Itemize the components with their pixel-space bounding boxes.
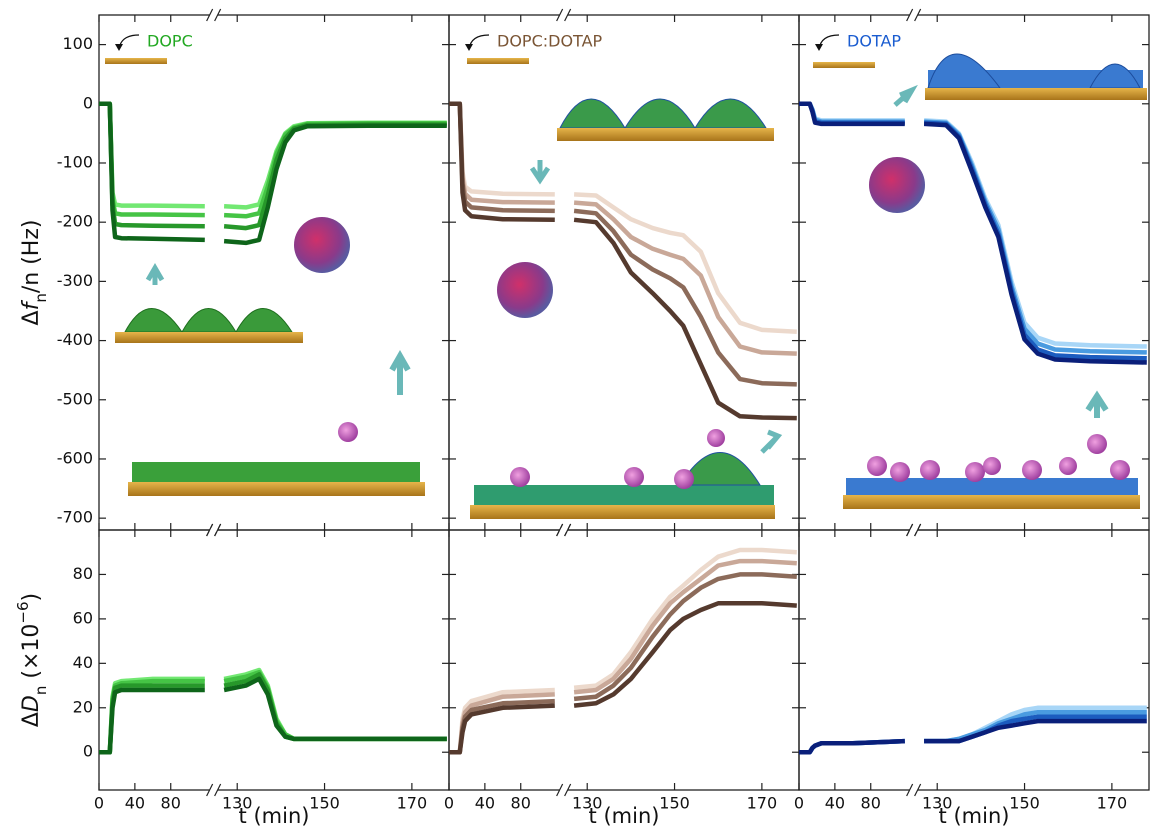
y-tick-label: -600 bbox=[57, 448, 93, 467]
y-tick-label: -300 bbox=[57, 271, 93, 290]
x-tick-label: 170 bbox=[397, 794, 428, 813]
y-axis-label-part: /n (Hz) bbox=[19, 220, 44, 294]
mixed-film bbox=[470, 429, 775, 519]
series-line bbox=[799, 104, 1147, 347]
panel-frame bbox=[449, 15, 799, 530]
x-tick-label: 0 bbox=[444, 794, 454, 813]
series-line bbox=[449, 104, 797, 385]
illustrations bbox=[105, 54, 1147, 519]
dotap-top bbox=[925, 54, 1147, 100]
panel-frame bbox=[799, 530, 1149, 790]
x-tick-label: 40 bbox=[125, 794, 145, 813]
y-tick-label: 0 bbox=[83, 93, 93, 112]
y-tick-label: 0 bbox=[83, 742, 93, 761]
series-line bbox=[99, 679, 447, 752]
label-arrow-head bbox=[115, 44, 123, 51]
x-tick-label: 150 bbox=[309, 794, 340, 813]
label-arrow-head bbox=[465, 44, 473, 51]
x-axis-label: t (min) bbox=[589, 804, 660, 828]
series-line bbox=[99, 104, 447, 228]
arrow bbox=[895, 90, 912, 105]
series-line bbox=[449, 561, 797, 752]
y-tick-label: -400 bbox=[57, 330, 93, 349]
x-tick-label: 80 bbox=[861, 794, 881, 813]
series-line bbox=[449, 550, 797, 752]
y-axis-label-part: Δ bbox=[19, 310, 44, 325]
x-axis-label: t (min) bbox=[239, 804, 310, 828]
vesicle bbox=[294, 217, 350, 273]
figure: 100 0 -100 -200 -300 -400 -500 -600 -700 DOPC Δfn/… bbox=[0, 0, 1150, 830]
y-tick-label: 80 bbox=[73, 564, 93, 583]
y-axis-label-part: n bbox=[32, 293, 50, 303]
arrow bbox=[1088, 396, 1106, 418]
y-axis-label-part: (×10 bbox=[19, 624, 44, 686]
series-line bbox=[449, 104, 797, 354]
dotap-film bbox=[843, 434, 1140, 509]
label-arrow-head bbox=[815, 44, 823, 51]
x-tick-label: 0 bbox=[794, 794, 804, 813]
dopc-domes bbox=[115, 309, 303, 344]
arrow bbox=[532, 160, 548, 180]
x-tick-label: 80 bbox=[511, 794, 531, 813]
y-axis-label-part: Δ bbox=[19, 712, 44, 727]
x-tick-label: 80 bbox=[161, 794, 181, 813]
y-tick-label: -200 bbox=[57, 212, 93, 231]
x-tick-label: 40 bbox=[475, 794, 495, 813]
label-arrow bbox=[469, 35, 489, 49]
y-axis-label-part: n bbox=[32, 686, 50, 696]
substrate-icon bbox=[467, 58, 529, 64]
dopc-film bbox=[128, 422, 425, 496]
panel-frame bbox=[99, 530, 449, 790]
y-tick-label: -100 bbox=[57, 152, 93, 171]
panel-label: DOPC bbox=[147, 32, 193, 51]
arrow bbox=[762, 432, 778, 452]
panel-label: DOPC:DOTAP bbox=[497, 32, 603, 51]
substrate-icon bbox=[813, 62, 875, 68]
y-tick-label: -500 bbox=[57, 389, 93, 408]
substrate-icon bbox=[105, 58, 167, 64]
y-axis-label: Δfn/n (Hz) bbox=[19, 220, 50, 326]
label-arrow bbox=[819, 35, 839, 49]
y-axis-label: ΔDn (×10−6) bbox=[14, 593, 50, 727]
series-line bbox=[799, 104, 1147, 353]
y-tick-label: 100 bbox=[62, 34, 93, 53]
x-axis-label: t (min) bbox=[939, 804, 1010, 828]
x-tick-label: 150 bbox=[659, 794, 690, 813]
series-line bbox=[799, 104, 1147, 363]
vesicle bbox=[869, 157, 925, 213]
mixed-domes bbox=[557, 99, 774, 141]
x-tick-label: 150 bbox=[1009, 794, 1040, 813]
y-axis-label-part: D bbox=[19, 695, 44, 712]
arrow bbox=[392, 356, 408, 395]
x-tick-label: 40 bbox=[825, 794, 845, 813]
x-tick-label: 0 bbox=[94, 794, 104, 813]
vesicle bbox=[497, 262, 553, 318]
y-axis-label-part: −6 bbox=[14, 601, 32, 623]
x-tick-label: 170 bbox=[747, 794, 778, 813]
y-axis-label-part: ) bbox=[19, 593, 44, 602]
series-line bbox=[799, 721, 1147, 752]
panel-label: DOTAP bbox=[847, 32, 901, 51]
series-line bbox=[449, 104, 797, 418]
label-arrow bbox=[119, 35, 139, 49]
arrow bbox=[148, 268, 162, 285]
y-tick-label: -700 bbox=[57, 508, 93, 527]
y-tick-label: 20 bbox=[73, 697, 93, 716]
x-tick-label: 170 bbox=[1097, 794, 1128, 813]
series-line bbox=[799, 104, 1147, 358]
y-tick-label: 40 bbox=[73, 653, 93, 672]
y-tick-label: 60 bbox=[73, 608, 93, 627]
